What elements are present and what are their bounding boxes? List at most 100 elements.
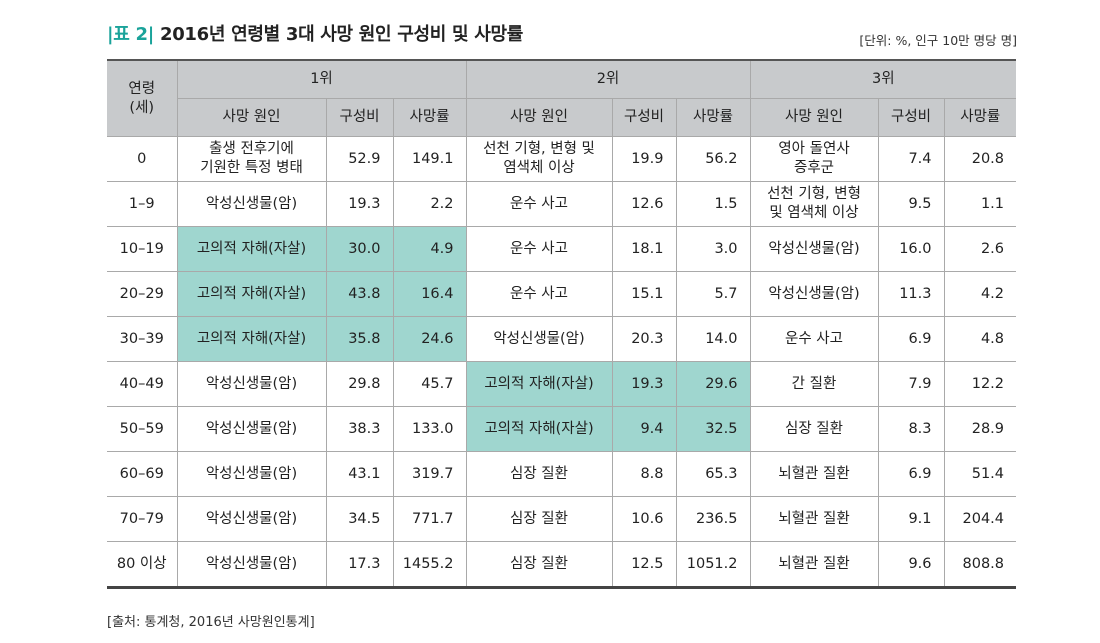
rank3-cause-cell: 악성신생물(암) [749,271,879,317]
rank1-share-cell: 34.5 [325,496,394,542]
cause-of-death-table: 연령 (세) 1위 2위 3위 사망 원인 구성비 사망률 사망 원인 구성비 … [107,59,1017,589]
rank3-share-cell: 6.9 [877,316,945,362]
rank1-rate-cell: 4.9 [392,226,467,272]
rank1-cause-cell: 고의적 자해(자살) [176,226,327,272]
header-share: 구성비 [611,98,677,137]
rank1-rate-cell: 2.2 [392,181,467,227]
table-title: |표 2| 2016년 연령별 3대 사망 원인 구성비 및 사망률 [107,20,523,46]
rank2-share-cell: 10.6 [611,496,677,542]
rank2-rate-cell: 1.5 [675,181,751,227]
header-rate: 사망률 [675,98,751,137]
rank2-share-cell: 15.1 [611,271,677,317]
rank1-rate-cell: 319.7 [392,451,467,497]
table-row: 1–9 악성신생물(암) 19.3 2.2 운수 사고 12.6 1.5 선천 … [107,181,1017,227]
rank3-share-cell: 6.9 [877,451,945,497]
table-row: 70–79 악성신생물(암) 34.5 771.7 심장 질환 10.6 236… [107,496,1017,542]
rank1-rate-cell: 1455.2 [392,541,467,589]
rank1-rate-cell: 133.0 [392,406,467,452]
rank1-cause-cell: 출생 전후기에 기원한 특정 병태 [176,136,327,182]
rank3-cause-cell: 악성신생물(암) [749,226,879,272]
header-share: 구성비 [325,98,394,137]
rank3-cause-cell: 뇌혈관 질환 [749,496,879,542]
rank3-cause-cell: 뇌혈관 질환 [749,451,879,497]
table-row: 0 출생 전후기에 기원한 특정 병태 52.9 149.1 선천 기형, 변형… [107,136,1017,182]
rank3-cause-cell: 간 질환 [749,361,879,407]
rank1-rate-cell: 16.4 [392,271,467,317]
table-number-tag: |표 2| [107,24,154,45]
rank3-share-cell: 7.4 [877,136,945,182]
rank2-share-cell: 8.8 [611,451,677,497]
unit-note: [단위: %, 인구 10만 명당 명] [859,33,1017,48]
rank2-cause-cell: 고의적 자해(자살) [465,406,613,452]
rank2-cause-cell: 심장 질환 [465,541,613,589]
rank2-cause-cell: 악성신생물(암) [465,316,613,362]
age-cell: 80 이상 [107,541,178,589]
header-cause: 사망 원인 [177,98,327,137]
rank1-cause-cell: 악성신생물(암) [176,181,327,227]
rank2-share-cell: 12.5 [611,541,677,589]
rank2-cause-cell: 고의적 자해(자살) [465,361,613,407]
rank3-share-cell: 9.5 [877,181,945,227]
rank1-cause-cell: 악성신생물(암) [176,361,327,407]
rank1-share-cell: 19.3 [325,181,394,227]
rank2-rate-cell: 236.5 [675,496,751,542]
rank3-share-cell: 9.1 [877,496,945,542]
rank2-cause-cell: 운수 사고 [465,226,613,272]
rank2-rate-cell: 29.6 [675,361,751,407]
header-cause: 사망 원인 [465,98,613,137]
rank2-rate-cell: 65.3 [675,451,751,497]
age-cell: 10–19 [107,226,178,272]
age-cell: 0 [107,136,178,182]
rank1-cause-cell: 악성신생물(암) [176,451,327,497]
rank2-cause-cell: 운수 사고 [465,271,613,317]
rank2-cause-cell: 심장 질환 [465,496,613,542]
rank2-rate-cell: 5.7 [675,271,751,317]
header-rank2: 2위 [465,59,751,99]
rank1-rate-cell: 45.7 [392,361,467,407]
rank3-cause-cell: 선천 기형, 변형 및 염색체 이상 [749,181,879,227]
rank3-rate-cell: 20.8 [943,136,1017,182]
table-row: 40–49 악성신생물(암) 29.8 45.7 고의적 자해(자살) 19.3… [107,361,1017,407]
rank2-rate-cell: 32.5 [675,406,751,452]
age-cell: 70–79 [107,496,178,542]
age-cell: 50–59 [107,406,178,452]
age-cell: 1–9 [107,181,178,227]
rank2-share-cell: 9.4 [611,406,677,452]
source-note: [출처: 통계청, 2016년 사망원인통계] [107,615,315,630]
rank2-share-cell: 20.3 [611,316,677,362]
table-row: 60–69 악성신생물(암) 43.1 319.7 심장 질환 8.8 65.3… [107,451,1017,497]
table-row: 30–39 고의적 자해(자살) 35.8 24.6 악성신생물(암) 20.3… [107,316,1017,362]
rank2-cause-cell: 선천 기형, 변형 및 염색체 이상 [465,136,613,182]
table-body: 0 출생 전후기에 기원한 특정 병태 52.9 149.1 선천 기형, 변형… [107,136,1017,589]
rank3-rate-cell: 2.6 [943,226,1017,272]
rank1-share-cell: 43.8 [325,271,394,317]
rank1-rate-cell: 149.1 [392,136,467,182]
rank2-rate-cell: 56.2 [675,136,751,182]
rank3-share-cell: 11.3 [877,271,945,317]
rank3-rate-cell: 1.1 [943,181,1017,227]
rank1-rate-cell: 771.7 [392,496,467,542]
table-row: 80 이상 악성신생물(암) 17.3 1455.2 심장 질환 12.5 10… [107,541,1017,589]
rank3-rate-cell: 12.2 [943,361,1017,407]
rank3-share-cell: 7.9 [877,361,945,407]
rank2-cause-cell: 심장 질환 [465,451,613,497]
rank3-rate-cell: 4.8 [943,316,1017,362]
header-cause: 사망 원인 [749,98,879,137]
header-share: 구성비 [877,98,945,137]
rank1-rate-cell: 24.6 [392,316,467,362]
rank3-rate-cell: 28.9 [943,406,1017,452]
rank1-share-cell: 43.1 [325,451,394,497]
rank1-cause-cell: 악성신생물(암) [176,541,327,589]
rank2-share-cell: 19.9 [611,136,677,182]
title-row: |표 2| 2016년 연령별 3대 사망 원인 구성비 및 사망률 [단위: … [107,20,1017,50]
rank1-cause-cell: 고의적 자해(자살) [176,316,327,362]
header-age: 연령 (세) [107,59,178,137]
header-rate: 사망률 [943,98,1017,137]
rank2-share-cell: 18.1 [611,226,677,272]
rank3-share-cell: 16.0 [877,226,945,272]
rank3-cause-cell: 영아 돌연사 증후군 [749,136,879,182]
table-row: 20–29 고의적 자해(자살) 43.8 16.4 운수 사고 15.1 5.… [107,271,1017,317]
rank3-cause-cell: 심장 질환 [749,406,879,452]
rank1-share-cell: 17.3 [325,541,394,589]
rank1-cause-cell: 악성신생물(암) [176,496,327,542]
